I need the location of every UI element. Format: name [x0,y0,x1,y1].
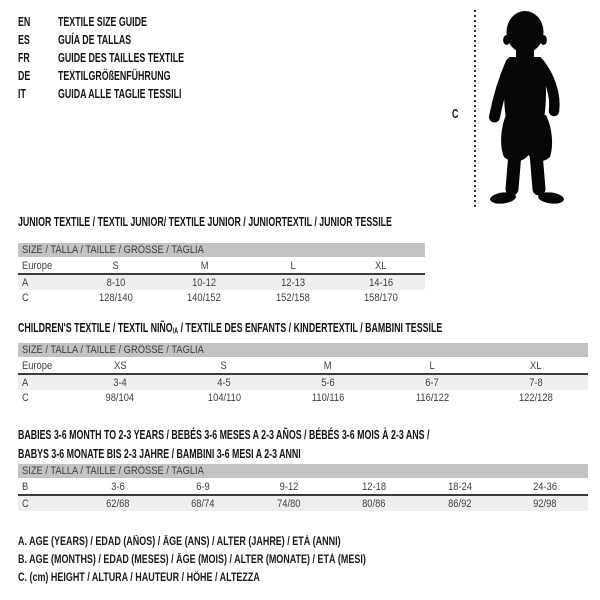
size-cell: L [248,258,337,275]
note-line-a: A. AGE (YEARS) / EDAD (AÑOS) / ÂGE (ANS)… [18,536,341,548]
size-cell: XL [336,258,425,275]
language-code: DE [18,67,31,83]
children-table-title: CHILDREN'S TEXTILE / TEXTIL NIÑO/A / TEX… [18,320,443,336]
size-cell: L [380,358,484,375]
value-cell: 24-36 [502,479,588,496]
value-cell: 140/152 [187,291,222,304]
value-cell: 8-10 [106,276,126,289]
language-code: EN [18,13,31,29]
junior-size-table: Europe S M L XL A 8-10 10-12 12-13 14-16… [18,258,425,305]
baby-silhouette-image [489,11,564,204]
row-label-cell: C [22,497,29,510]
value-cell: 98/104 [105,391,135,404]
children-table: SIZE / TALLA / TAILLE / GRÖSSE / TAGLIA … [18,343,588,405]
babies-table: SIZE / TALLA / TAILLE / GRÖSSE / TAGLIA … [18,464,588,511]
language-code: ES [18,31,30,47]
value-cell: 104/110 [207,391,241,404]
value-cell: 18-24 [417,479,503,496]
language-title: GUIDE DES TAILLES TEXTILE [58,49,185,65]
junior-table-title: JUNIOR TEXTILE / TEXTIL JUNIOR/ TEXTILE … [18,214,392,229]
value-cell: 12-13 [280,276,305,289]
size-cell: XS [68,358,172,375]
age-months-row: B 3-6 6-9 9-12 12-18 18-24 24-36 [18,479,588,496]
value-cell: 80/86 [362,497,386,510]
size-letters-row: Europe S M L XL [18,258,425,275]
row-label-cell: C [22,391,29,404]
babies-table-title: BABIES 3-6 MONTH TO 2-3 YEARS / BEBÉS 3-… [18,427,430,461]
value-cell: 122/128 [519,391,553,404]
language-code: IT [18,85,26,101]
value-cell: 14-16 [368,276,393,289]
age-row: A 3-4 4-5 5-6 6-7 7-8 [18,374,588,390]
value-cell: 74/80 [277,497,301,510]
size-cell: M [276,358,380,375]
language-row-en: EN TEXTILE SIZE GUIDE [18,12,243,30]
language-row-fr: FR GUIDE DES TAILLES TEXTILE [18,48,243,66]
value-cell: 6-9 [160,479,246,496]
value-cell: 3-6 [75,479,161,496]
language-row-es: ES GUÍA DE TALLAS [18,30,243,48]
size-cell: S [172,358,276,375]
height-row: C 98/104 104/110 110/116 116/122 122/128 [18,390,588,405]
value-cell: 10-12 [192,276,217,289]
value-cell: 4-5 [217,376,231,389]
language-row-de: DE TEXTILGRÖßENFÜHRUNG [18,66,243,84]
value-cell: 110/116 [311,391,345,404]
value-cell: 128/140 [99,291,134,304]
language-list: EN TEXTILE SIZE GUIDE ES GUÍA DE TALLAS … [18,12,243,102]
value-cell: 158/170 [363,291,398,304]
value-cell: 6-7 [425,376,439,389]
value-cell: 116/122 [415,391,449,404]
row-label-cell: B [18,479,75,496]
language-row-it: IT GUIDA ALLE TAGLIE TESSILI [18,84,243,102]
language-title: GUÍA DE TALLAS [58,31,132,47]
size-header-bar: SIZE / TALLA / TAILLE / GRÖSSE / TAGLIA [18,243,425,257]
row-label-cell: A [22,376,29,389]
value-cell: 5-6 [321,376,335,389]
value-cell: 92/98 [533,497,557,510]
age-row: A 8-10 10-12 12-13 14-16 [18,274,425,290]
size-cell: M [160,258,249,275]
size-header-bar: SIZE / TALLA / TAILLE / GRÖSSE / TAGLIA [18,343,588,357]
size-cell: XL [484,358,588,375]
junior-table: SIZE / TALLA / TAILLE / GRÖSSE / TAGLIA … [18,243,425,305]
height-measure-label: C [452,106,459,121]
children-size-table: Europe XS S M L XL A 3-4 4-5 5-6 6-7 7-8… [18,358,588,405]
value-cell: 152/158 [275,291,310,304]
value-cell: 86/92 [448,497,472,510]
height-row: C 128/140 140/152 152/158 158/170 [18,290,425,305]
height-row: C 62/68 68/74 74/80 80/86 86/92 92/98 [18,495,588,511]
size-header-bar: SIZE / TALLA / TAILLE / GRÖSSE / TAGLIA [18,464,588,478]
language-title: TEXTILE SIZE GUIDE [58,13,147,29]
row-label-cell: A [22,276,29,289]
row-label-cell: C [22,291,29,304]
nino-a-subscript: /A [172,326,179,336]
value-cell: 3-4 [113,376,127,389]
row-label-cell: Europe [18,358,68,375]
value-cell: 12-18 [331,479,417,496]
value-cell: 68/74 [191,497,215,510]
language-title: GUIDA ALLE TAGLIE TESSILI [58,85,182,101]
legend-notes: A. AGE (YEARS) / EDAD (AÑOS) / ÂGE (ANS)… [18,533,464,587]
note-line-b: B. AGE (MONTHS) / EDAD (MESES) / ÂGE (MO… [18,554,366,566]
row-label-cell: Europe [18,258,72,275]
size-letters-row: Europe XS S M L XL [18,358,588,375]
height-dotted-line [474,10,476,209]
size-cell: S [72,258,161,275]
language-title: TEXTILGRÖßENFÜHRUNG [58,67,171,83]
babies-size-table: B 3-6 6-9 9-12 12-18 18-24 24-36 C 62/68… [18,479,588,511]
value-cell: 7-8 [529,376,543,389]
value-cell: 62/68 [106,497,130,510]
value-cell: 9-12 [246,479,332,496]
language-code: FR [18,49,30,65]
note-line-c: C. (cm) HEIGHT / ALTURA / HAUTEUR / HÖHE… [18,572,260,584]
